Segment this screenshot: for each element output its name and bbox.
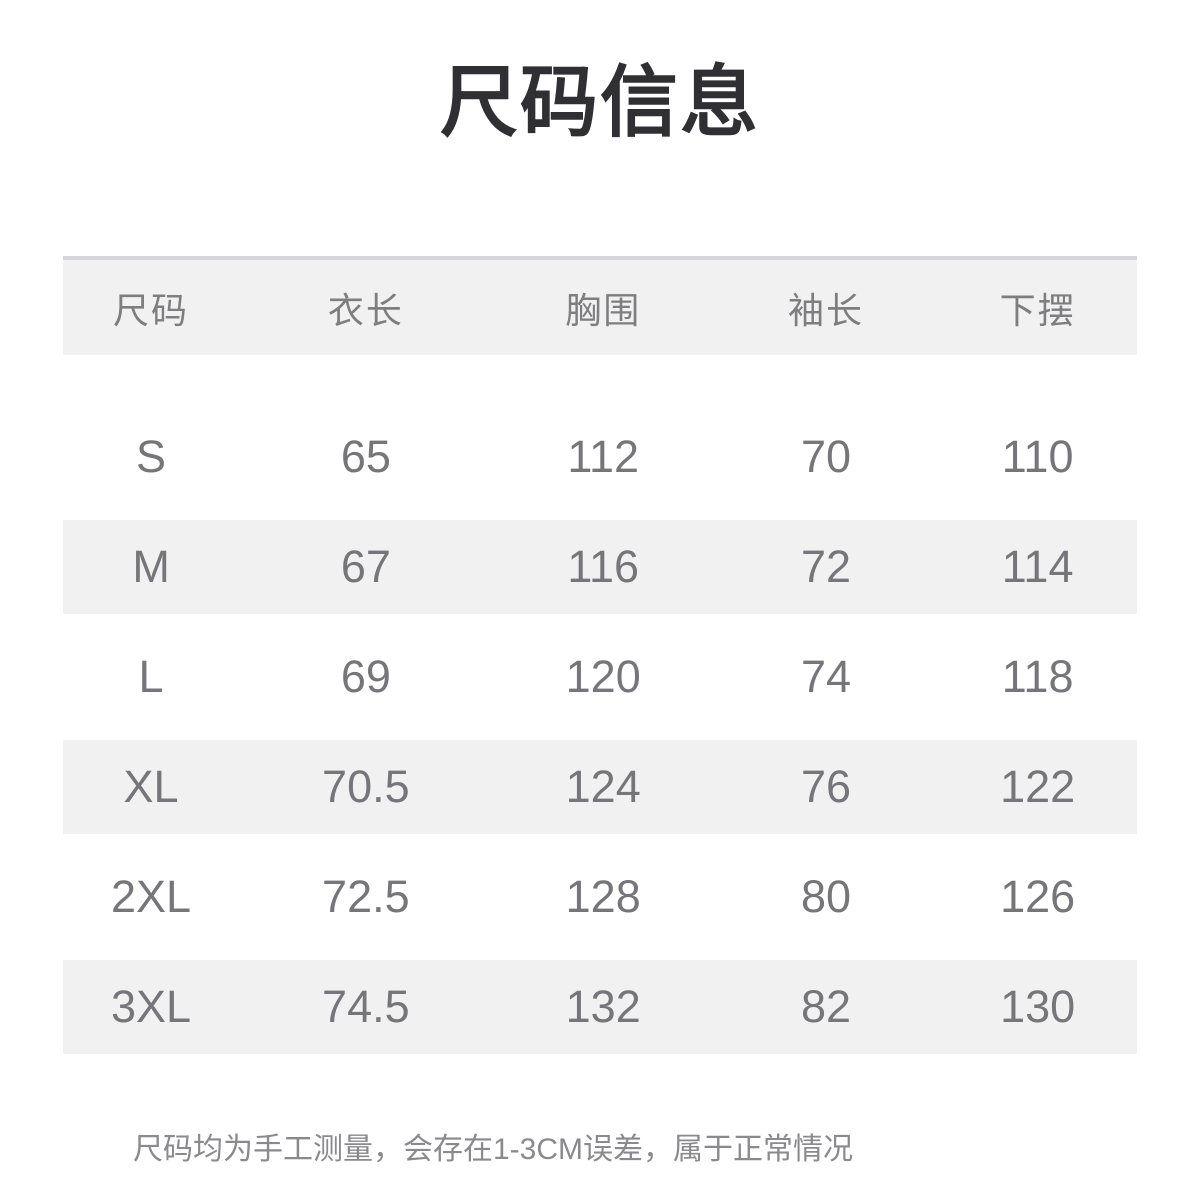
- table-row-s: S 65 112 70 110: [63, 402, 1137, 512]
- size-label: 2XL: [111, 871, 192, 922]
- sleeve-value: 70: [801, 431, 852, 482]
- table-row-3xl: 3XL 74.5 132 82 130: [63, 952, 1137, 1062]
- header-cell-hem: 下摆: [999, 289, 1076, 331]
- chest-value: 112: [567, 431, 640, 482]
- size-label: 3XL: [111, 981, 192, 1032]
- table-row-xl: XL 70.5 124 76 122: [63, 732, 1137, 842]
- sleeve-value: 80: [801, 871, 852, 922]
- table-row-2xl: 2XL 72.5 128 80 126: [63, 842, 1137, 952]
- table-row-l: L 69 120 74 118: [63, 622, 1137, 732]
- size-table-body: S 65 112 70 110 M 67 116 72 114 L 69 120…: [63, 402, 1137, 1062]
- chest-value: 116: [567, 541, 640, 592]
- size-label: S: [136, 431, 167, 482]
- length-value: 67: [340, 541, 391, 592]
- chest-value: 124: [565, 761, 641, 812]
- length-value: 70.5: [322, 761, 410, 812]
- length-value: 74.5: [322, 981, 410, 1032]
- size-label: XL: [123, 761, 179, 812]
- chest-value: 132: [565, 981, 641, 1032]
- header-cell-size: 尺码: [113, 289, 190, 331]
- size-label: M: [132, 541, 170, 592]
- sleeve-value: 74: [801, 651, 852, 702]
- hem-value: 130: [1000, 981, 1076, 1032]
- hem-value: 118: [1001, 651, 1074, 702]
- chest-value: 128: [565, 871, 641, 922]
- length-value: 72.5: [322, 871, 410, 922]
- header-cell-chest: 胸围: [565, 289, 642, 331]
- sleeve-value: 76: [801, 761, 852, 812]
- page-title: 尺码信息: [439, 58, 760, 146]
- size-table: 尺码 衣长 胸围 袖长 下摆 S 65 112 70 110 M 67 116 …: [63, 256, 1137, 1062]
- hem-value: 114: [1001, 541, 1074, 592]
- chest-value: 120: [565, 651, 641, 702]
- hem-value: 122: [1000, 761, 1076, 812]
- header-cell-length: 衣长: [327, 289, 404, 331]
- hem-value: 110: [1001, 431, 1074, 482]
- sleeve-value: 82: [801, 981, 852, 1032]
- length-value: 69: [340, 651, 391, 702]
- size-table-header-row: 尺码 衣长 胸围 袖长 下摆: [63, 256, 1137, 355]
- header-cell-sleeve: 袖长: [788, 289, 865, 331]
- length-value: 65: [340, 431, 391, 482]
- measurement-disclaimer: 尺码均为手工测量，会存在1-3CM误差，属于正常情况: [133, 1133, 854, 1166]
- table-row-m: M 67 116 72 114: [63, 512, 1137, 622]
- hem-value: 126: [1000, 871, 1076, 922]
- sleeve-value: 72: [801, 541, 852, 592]
- size-label: L: [138, 651, 164, 702]
